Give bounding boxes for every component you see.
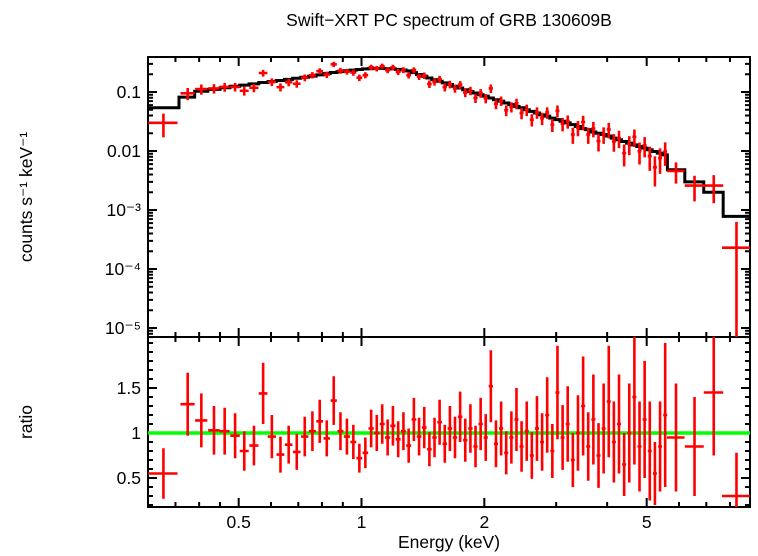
model-step-line [148, 66, 750, 218]
y-tick-label-spectrum: 10⁻⁵ [105, 318, 141, 338]
y-tick-label-spectrum: 10⁻⁴ [105, 259, 141, 279]
y-tick-label-ratio: 1 [131, 423, 141, 443]
x-tick-label: 5 [642, 512, 652, 532]
x-tick-label: 0.5 [227, 512, 251, 532]
y-tick-label-spectrum: 0.1 [117, 82, 141, 102]
x-tick-label: 2 [479, 512, 489, 532]
y-tick-label-spectrum: 10⁻³ [106, 200, 141, 220]
y-tick-label-ratio: 1.5 [117, 378, 141, 398]
y-tick-label-spectrum: 0.01 [107, 141, 141, 161]
ratio-data-errorbars [148, 337, 750, 507]
x-axis-label: Energy (keV) [398, 532, 500, 552]
plot-title: Swift−XRT PC spectrum of GRB 130609B [286, 10, 612, 30]
y-axis-label-counts: counts s⁻¹ keV⁻¹ [16, 132, 36, 262]
spectrum-data-errorbars [148, 61, 750, 337]
axis-ticks [148, 57, 750, 507]
y-axis-label-ratio: ratio [16, 405, 36, 439]
plot-generated-content: 0.5 1 2 5 0.1 0.01 10⁻³ 10⁻⁴ 10⁻⁵ 0.5 1 1.5 [105, 56, 751, 532]
x-tick-label: 1 [357, 512, 367, 532]
panel-frame-ratio [147, 336, 751, 508]
y-tick-label-ratio: 0.5 [117, 468, 141, 488]
